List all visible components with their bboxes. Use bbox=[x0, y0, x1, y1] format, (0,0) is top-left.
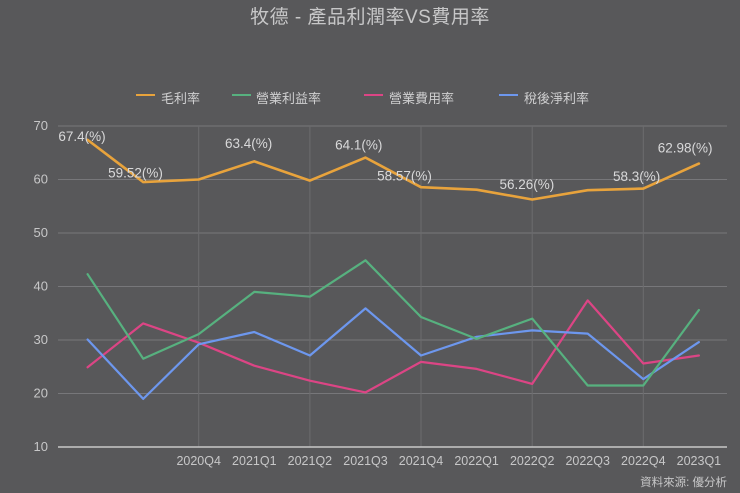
svg-text:56.26(%): 56.26(%) bbox=[500, 177, 555, 192]
svg-text:2022Q3: 2022Q3 bbox=[565, 454, 610, 468]
svg-text:2021Q1: 2021Q1 bbox=[232, 454, 277, 468]
svg-text:40: 40 bbox=[34, 279, 48, 294]
svg-text:50: 50 bbox=[34, 225, 48, 240]
svg-text:2021Q4: 2021Q4 bbox=[399, 454, 444, 468]
svg-text:63.4(%): 63.4(%) bbox=[225, 136, 272, 151]
svg-text:10: 10 bbox=[34, 439, 48, 454]
svg-text:58.57(%): 58.57(%) bbox=[377, 168, 432, 183]
svg-text:20: 20 bbox=[34, 386, 48, 401]
svg-text:59.52(%): 59.52(%) bbox=[108, 166, 163, 181]
svg-text:2021Q2: 2021Q2 bbox=[288, 454, 333, 468]
svg-text:2020Q4: 2020Q4 bbox=[176, 454, 221, 468]
svg-text:資料來源: 優分析: 資料來源: 優分析 bbox=[640, 475, 727, 489]
svg-text:60: 60 bbox=[34, 172, 48, 187]
svg-text:2022Q4: 2022Q4 bbox=[621, 454, 666, 468]
svg-text:2022Q2: 2022Q2 bbox=[510, 454, 555, 468]
svg-text:2023Q1: 2023Q1 bbox=[677, 454, 722, 468]
svg-text:62.98(%): 62.98(%) bbox=[658, 141, 713, 156]
svg-text:2022Q1: 2022Q1 bbox=[454, 454, 499, 468]
svg-text:70: 70 bbox=[34, 118, 48, 133]
svg-text:2021Q3: 2021Q3 bbox=[343, 454, 388, 468]
svg-text:30: 30 bbox=[34, 332, 48, 347]
svg-text:67.4(%): 67.4(%) bbox=[58, 129, 105, 144]
svg-text:58.3(%): 58.3(%) bbox=[613, 169, 660, 184]
svg-text:64.1(%): 64.1(%) bbox=[335, 137, 382, 152]
